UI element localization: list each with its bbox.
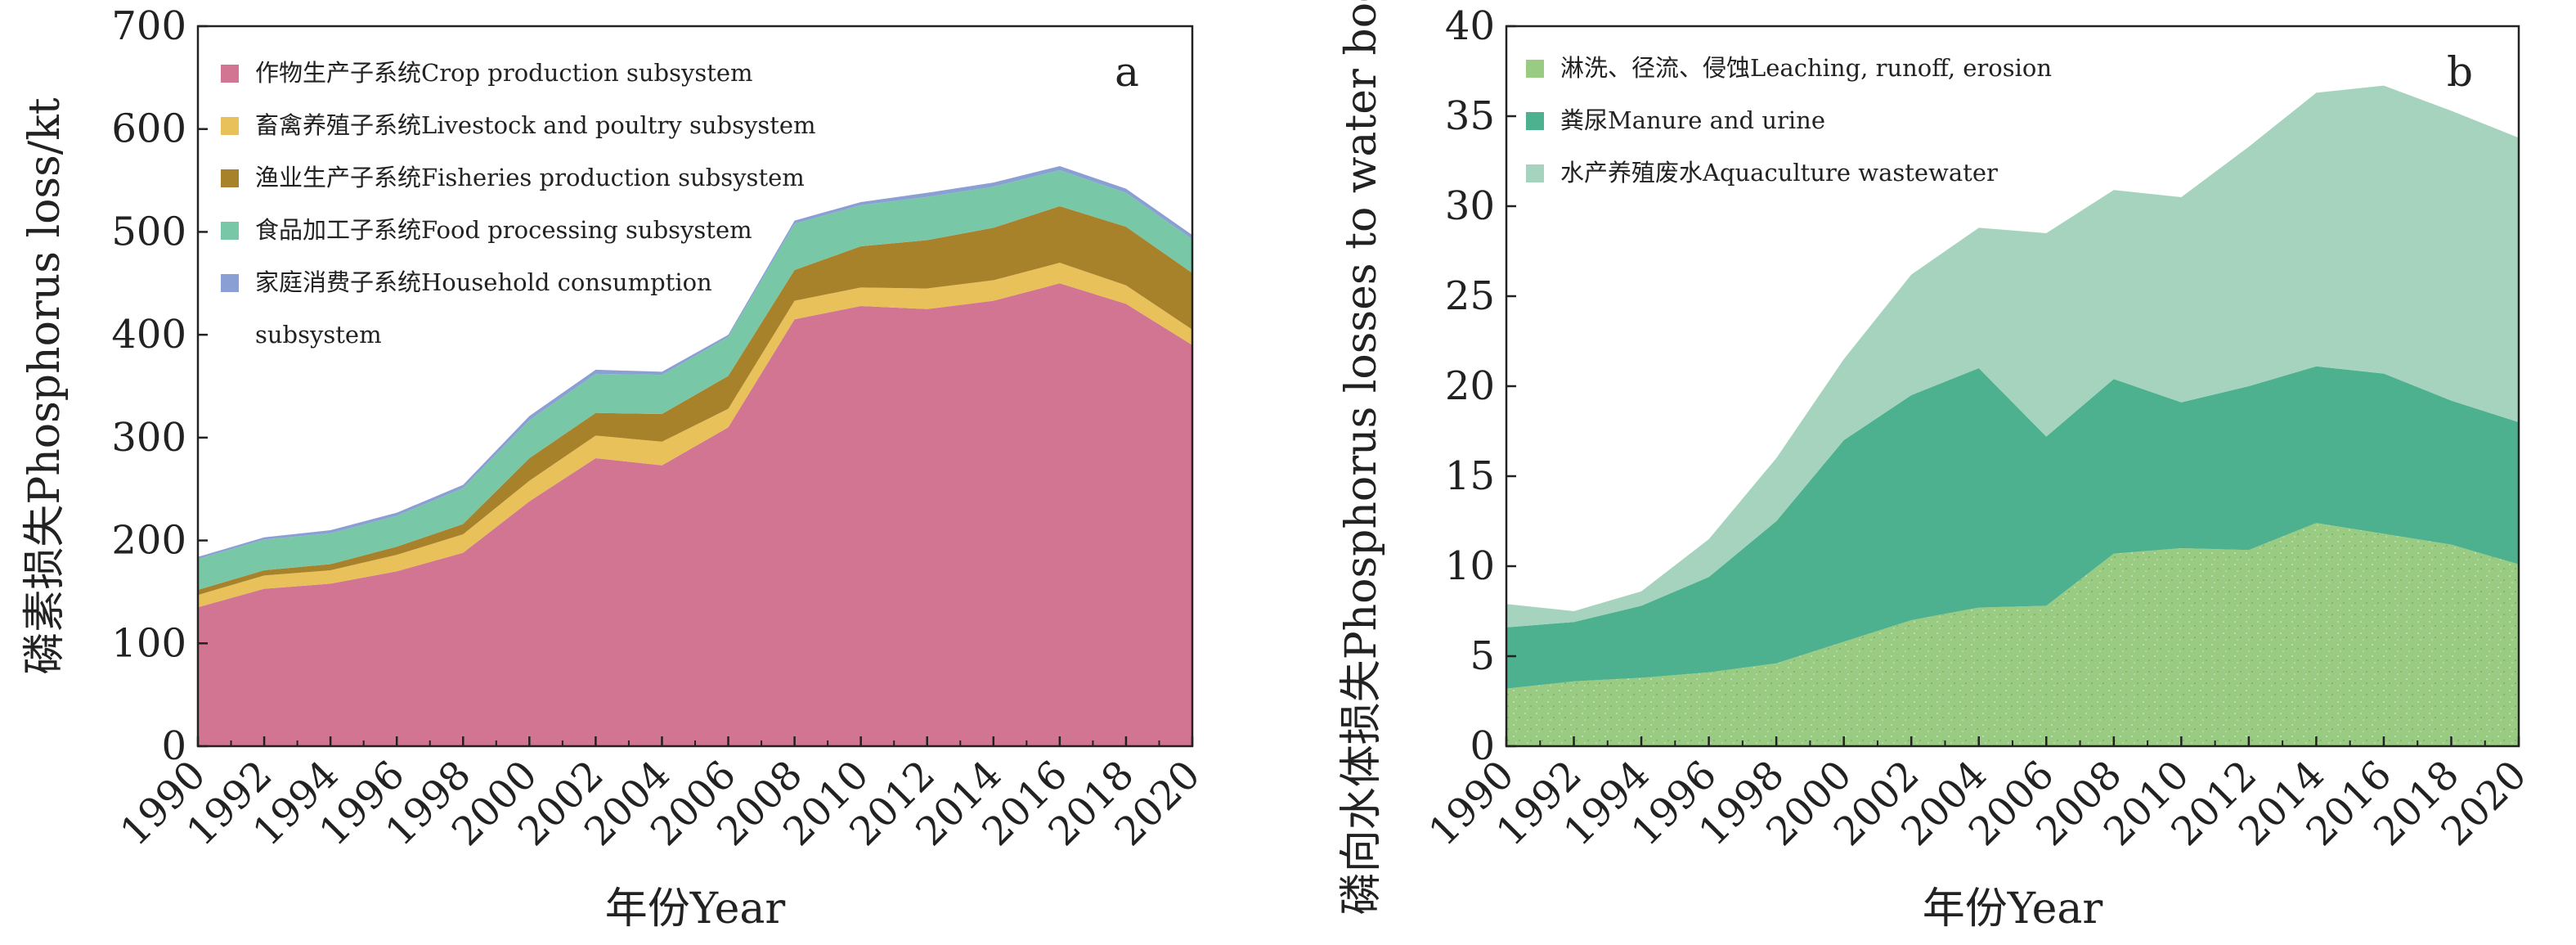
area-series-3 bbox=[198, 206, 1192, 596]
y-tick-label: 20 bbox=[1445, 363, 1495, 409]
y-axis-title: 磷素损失Phosphorus loss/kt bbox=[20, 97, 70, 674]
panel-letter: b bbox=[2447, 48, 2473, 96]
x-axis-title: 年份Year bbox=[605, 884, 786, 934]
area-series-4 bbox=[198, 170, 1192, 590]
x-axis-title: 年份Year bbox=[1923, 884, 2103, 934]
y-tick-label: 300 bbox=[111, 415, 186, 461]
y-tick-label: 500 bbox=[111, 209, 186, 254]
legend-swatch-1 bbox=[1526, 60, 1544, 78]
area-series-2 bbox=[1506, 366, 2519, 689]
y-tick-label: 0 bbox=[1470, 723, 1495, 769]
y-tick-label: 400 bbox=[111, 312, 186, 358]
y-tick-label: 0 bbox=[161, 723, 186, 769]
legend: 淋洗、径流、侵蚀Leaching, runoff, erosion 粪尿Manur… bbox=[1526, 54, 2052, 187]
y-tick-label: 30 bbox=[1445, 183, 1495, 229]
y-tick-label: 35 bbox=[1445, 93, 1495, 139]
panel-b: 1990199219941996199820002002200420062008… bbox=[1337, 0, 2535, 934]
legend-swatch-1 bbox=[221, 65, 239, 83]
y-tick-label: 25 bbox=[1445, 273, 1495, 319]
y-tick-label: 600 bbox=[111, 106, 186, 152]
legend-label-3: 水产养殖废水Aquaculture wastewater bbox=[1560, 159, 1998, 187]
y-tick-label: 700 bbox=[111, 3, 186, 49]
area-series-3 bbox=[1506, 85, 2519, 628]
y-tick-label: 10 bbox=[1445, 543, 1495, 589]
legend: 作物生产子系统Crop production subsystem 畜禽养殖子系统L… bbox=[221, 59, 816, 349]
legend-swatch-4 bbox=[221, 222, 239, 240]
panel-a: 1990199219941996199820002002200420062008… bbox=[20, 3, 1209, 934]
legend-label-3: 渔业生产子系统Fisheries production subsystem bbox=[255, 164, 805, 191]
panel-letter: a bbox=[1115, 48, 1139, 96]
legend-swatch-3 bbox=[221, 169, 239, 187]
legend-swatch-5 bbox=[221, 274, 239, 292]
legend-label-1: 作物生产子系统Crop production subsystem bbox=[255, 59, 753, 87]
legend-label-2: 粪尿Manure and urine bbox=[1560, 106, 1825, 134]
legend-swatch-2 bbox=[1526, 112, 1544, 130]
legend-label-5: 家庭消费子系统Household consumption subsystem bbox=[255, 268, 712, 349]
area-series-1 bbox=[198, 283, 1192, 746]
y-tick-label: 5 bbox=[1470, 633, 1495, 679]
legend-label-2: 畜禽养殖子系统Livestock and poultry subsystem bbox=[255, 111, 816, 139]
y-tick-label: 40 bbox=[1445, 3, 1495, 49]
legend-swatch-2 bbox=[221, 117, 239, 135]
area-series-2 bbox=[198, 263, 1192, 608]
legend-label-1: 淋洗、径流、侵蚀Leaching, runoff, erosion bbox=[1560, 54, 2052, 82]
y-axis-title: 磷向水体损失Phosphorus losses to water bodies/… bbox=[1337, 0, 1386, 915]
y-tick-label: 15 bbox=[1445, 453, 1495, 499]
area-texture-series-1 bbox=[1506, 523, 2519, 746]
legend-label-4: 食品加工子系统Food processing subsystem bbox=[255, 216, 752, 244]
legend-swatch-3 bbox=[1526, 164, 1544, 182]
y-tick-label: 100 bbox=[111, 620, 186, 666]
y-tick-label: 200 bbox=[111, 518, 186, 564]
